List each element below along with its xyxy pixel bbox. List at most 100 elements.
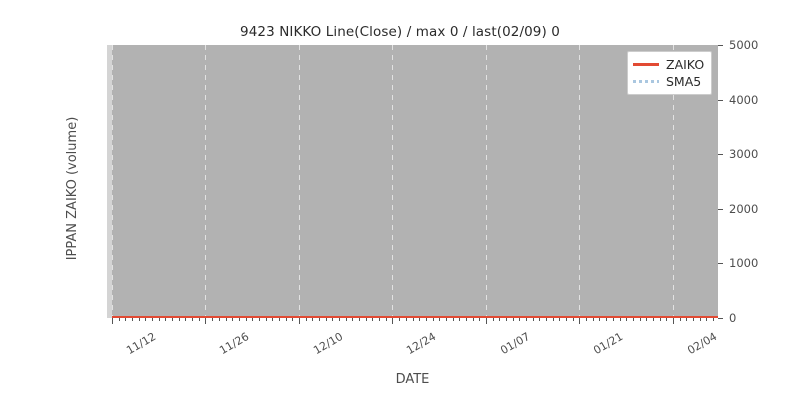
x-tick-minor — [632, 318, 634, 321]
x-tick-minor — [479, 318, 481, 321]
x-tick-minor — [332, 318, 334, 321]
x-axis-tick-label: 12/24 — [404, 330, 439, 358]
x-tick-minor — [352, 318, 354, 321]
x-tick-minor — [512, 318, 514, 321]
x-tick-major — [205, 318, 207, 324]
x-tick-minor — [526, 318, 528, 321]
x-tick-major — [485, 318, 487, 324]
x-tick-minor — [292, 318, 294, 321]
y-axis-tick-label: 4000 — [729, 92, 759, 107]
legend-label-sma5: SMA5 — [666, 74, 702, 89]
x-tick-minor — [212, 318, 214, 321]
x-tick-minor — [372, 318, 374, 321]
x-tick-minor — [245, 318, 247, 321]
x-tick-minor — [692, 318, 694, 321]
x-tick-minor — [472, 318, 474, 321]
x-tick-minor — [185, 318, 187, 321]
gridline-vertical — [392, 45, 394, 318]
y-tick — [718, 154, 723, 156]
legend-entry-sma5: SMA5 — [633, 73, 704, 90]
x-tick-minor — [258, 318, 260, 321]
x-tick-major — [112, 318, 113, 324]
x-tick-minor — [592, 318, 594, 321]
x-axis-tick-label: 02/04 — [685, 330, 720, 358]
gridline-vertical — [579, 45, 581, 318]
x-axis-tick-label: 01/07 — [498, 330, 533, 358]
x-tick-minor — [405, 318, 407, 321]
x-tick-minor — [379, 318, 381, 321]
x-tick-minor — [278, 318, 280, 321]
x-tick-minor — [439, 318, 441, 321]
x-tick-minor — [639, 318, 641, 321]
x-tick-minor — [606, 318, 608, 321]
x-tick-major — [672, 318, 674, 324]
y-axis-tick-label: 2000 — [729, 201, 759, 216]
x-tick-minor — [465, 318, 467, 321]
x-tick-minor — [586, 318, 588, 321]
x-tick-minor — [192, 318, 194, 321]
x-tick-minor — [265, 318, 267, 321]
x-tick-minor — [238, 318, 240, 321]
series-line-zaiko — [112, 316, 718, 318]
x-tick-minor — [505, 318, 507, 321]
x-tick-minor — [519, 318, 521, 321]
x-tick-minor — [399, 318, 401, 321]
x-tick-minor — [532, 318, 534, 321]
x-tick-minor — [559, 318, 561, 321]
x-tick-minor — [652, 318, 654, 321]
y-axis-tick-label: 0 — [729, 311, 737, 325]
x-tick-minor — [492, 318, 494, 321]
x-tick-minor — [679, 318, 681, 321]
gridline-vertical — [485, 45, 487, 318]
x-tick-minor — [285, 318, 287, 321]
legend-swatch-zaiko-icon — [633, 63, 659, 66]
plot-area — [107, 45, 718, 318]
x-tick-minor — [232, 318, 234, 321]
x-tick-minor — [412, 318, 414, 321]
x-tick-minor — [566, 318, 568, 321]
x-tick-minor — [312, 318, 314, 321]
x-axis-title: DATE — [395, 372, 430, 387]
x-tick-minor — [666, 318, 668, 321]
x-tick-minor — [425, 318, 427, 321]
x-tick-minor — [305, 318, 307, 321]
x-tick-minor — [319, 318, 320, 321]
x-tick-minor — [225, 318, 227, 321]
x-tick-minor — [659, 318, 661, 321]
x-tick-minor — [686, 318, 688, 321]
chart-legend: ZAIKO SMA5 — [627, 51, 713, 95]
x-tick-minor — [713, 318, 714, 321]
x-tick-minor — [445, 318, 447, 321]
x-tick-minor — [365, 318, 367, 321]
x-tick-minor — [165, 318, 167, 321]
x-tick-minor — [459, 318, 461, 321]
y-axis-ticks — [718, 45, 726, 319]
y-tick — [718, 208, 723, 210]
x-axis-tick-label: 01/21 — [591, 330, 626, 358]
x-tick-minor — [339, 318, 341, 321]
vertical-gridlines — [107, 45, 718, 318]
x-tick-minor — [359, 318, 361, 321]
y-axis-title: IPPAN ZAIKO (volume) — [65, 116, 80, 261]
y-tick — [718, 45, 723, 46]
x-tick-minor — [198, 318, 200, 321]
x-tick-minor — [612, 318, 614, 321]
x-tick-minor — [552, 318, 554, 321]
x-tick-minor — [118, 318, 120, 321]
legend-entry-zaiko: ZAIKO — [633, 56, 704, 73]
y-axis-tick-label: 5000 — [729, 38, 759, 52]
gridline-vertical — [672, 45, 674, 318]
x-tick-minor — [419, 318, 421, 321]
y-tick — [718, 263, 723, 265]
x-tick-minor — [178, 318, 180, 321]
x-tick-minor — [619, 318, 621, 321]
legend-swatch-sma5-icon — [633, 80, 659, 83]
x-tick-minor — [539, 318, 541, 321]
x-tick-minor — [646, 318, 648, 321]
x-tick-minor — [626, 318, 628, 321]
x-tick-minor — [172, 318, 174, 321]
x-tick-minor — [572, 318, 574, 321]
x-tick-minor — [699, 318, 701, 321]
x-tick-minor — [432, 318, 434, 321]
